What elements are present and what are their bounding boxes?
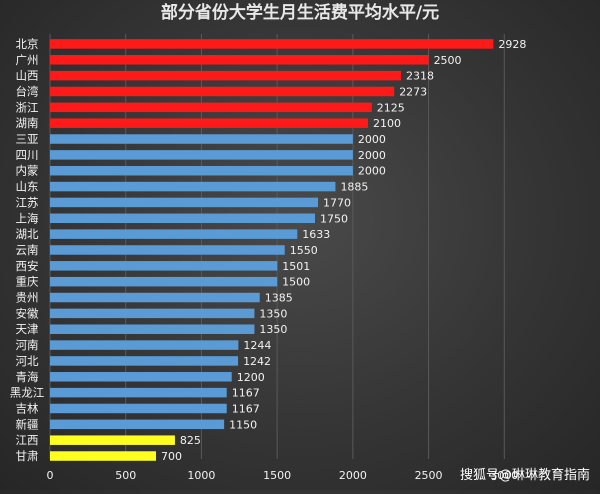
category-label: 天津: [16, 322, 39, 336]
category-label: 湖北: [16, 227, 39, 241]
bar: [50, 181, 336, 192]
data-label: 700: [161, 450, 182, 463]
data-label: 2000: [358, 149, 386, 162]
category-label: 河南: [16, 338, 39, 352]
category-label: 安徽: [16, 306, 39, 320]
category-label: 台湾: [16, 84, 39, 98]
data-label: 1770: [323, 196, 351, 209]
x-axis-ticks: 0 500 1000 1500 2000 2500 3000: [47, 469, 519, 482]
data-label: 1885: [340, 181, 368, 194]
category-label: 甘肃: [16, 449, 39, 463]
data-label: 1501: [282, 260, 310, 273]
category-label: 江西: [16, 433, 39, 447]
bar: [50, 118, 368, 128]
bar: [50, 150, 353, 160]
data-label: 2318: [406, 70, 434, 83]
bar: [50, 261, 278, 271]
category-label: 广州: [16, 53, 39, 67]
bar: [50, 308, 255, 319]
category-label: 北京: [16, 37, 39, 51]
data-label: 1167: [232, 402, 260, 415]
bar: [50, 324, 255, 334]
data-label: 1633: [302, 228, 330, 241]
bar: [50, 229, 298, 239]
category-labels: 北京广州山西台湾浙江湖南三亚四川内蒙山东江苏上海湖北云南西安重庆贵州安徽天津河南…: [10, 37, 45, 463]
category-label: 吉林: [16, 401, 39, 415]
data-label: 825: [180, 434, 201, 447]
data-label: 1200: [237, 371, 265, 384]
category-label: 上海: [16, 211, 39, 225]
bar: [50, 451, 156, 461]
data-label: 1167: [232, 387, 260, 400]
bar: [50, 292, 260, 303]
data-label: 1500: [282, 276, 310, 289]
category-label: 贵州: [16, 291, 39, 305]
bar: [50, 86, 395, 97]
data-label: 2000: [358, 165, 386, 178]
bar: [50, 102, 372, 113]
data-label: 2500: [434, 54, 462, 67]
watermark-text: 搜狐号@琳琳教育指南: [460, 467, 590, 483]
category-label: 浙江: [16, 100, 39, 114]
data-label: 2273: [399, 85, 427, 98]
category-label: 云南: [16, 243, 39, 257]
category-label: 青海: [16, 370, 39, 384]
bar: [50, 419, 225, 430]
bar: [50, 340, 239, 350]
category-label: 湖南: [16, 116, 39, 130]
category-label: 三亚: [16, 132, 39, 146]
bar: [50, 134, 353, 144]
category-label: 重庆: [16, 275, 39, 289]
x-tick-label: 2500: [415, 469, 443, 482]
bar: [50, 55, 429, 65]
data-label: 1350: [259, 307, 287, 320]
x-tick-label: 3000: [490, 469, 518, 482]
bar: [50, 197, 319, 208]
category-label: 内蒙: [16, 164, 39, 178]
data-label: 1350: [259, 323, 287, 336]
data-label: 1750: [320, 212, 348, 225]
data-label: 2125: [377, 101, 405, 114]
x-tick-label: 0: [47, 469, 54, 482]
bar: [50, 39, 494, 49]
data-label: 2928: [498, 38, 526, 51]
x-tick-label: 500: [115, 469, 136, 482]
bar: [50, 213, 315, 224]
x-tick-label: 1000: [187, 469, 215, 482]
data-label: 1150: [229, 418, 257, 431]
category-label: 新疆: [16, 417, 39, 431]
bar: [50, 372, 232, 382]
category-label: 山东: [16, 180, 39, 194]
bar: [50, 245, 285, 255]
bars: [50, 39, 494, 461]
category-label: 西安: [16, 259, 39, 273]
data-label: 1242: [243, 355, 271, 368]
data-label: 1244: [243, 339, 271, 352]
category-label: 江苏: [16, 195, 39, 209]
bar: [50, 70, 402, 81]
data-label: 1550: [290, 244, 318, 257]
bar: [50, 387, 227, 398]
category-label: 四川: [16, 148, 39, 162]
data-label: 1385: [265, 292, 293, 305]
category-label: 黑龙江: [10, 386, 45, 400]
chart-title: 部分省份大学生月生活费平均水平/元: [161, 2, 439, 23]
category-label: 山西: [16, 69, 39, 83]
bar: [50, 165, 353, 176]
bar: [50, 403, 227, 414]
data-label: 2100: [373, 117, 401, 130]
data-label: 2000: [358, 133, 386, 146]
bar: [50, 435, 175, 445]
x-tick-label: 2000: [339, 469, 367, 482]
category-label: 河北: [16, 354, 39, 368]
bar: [50, 356, 239, 366]
x-tick-label: 1500: [263, 469, 291, 482]
bar: [50, 276, 278, 287]
